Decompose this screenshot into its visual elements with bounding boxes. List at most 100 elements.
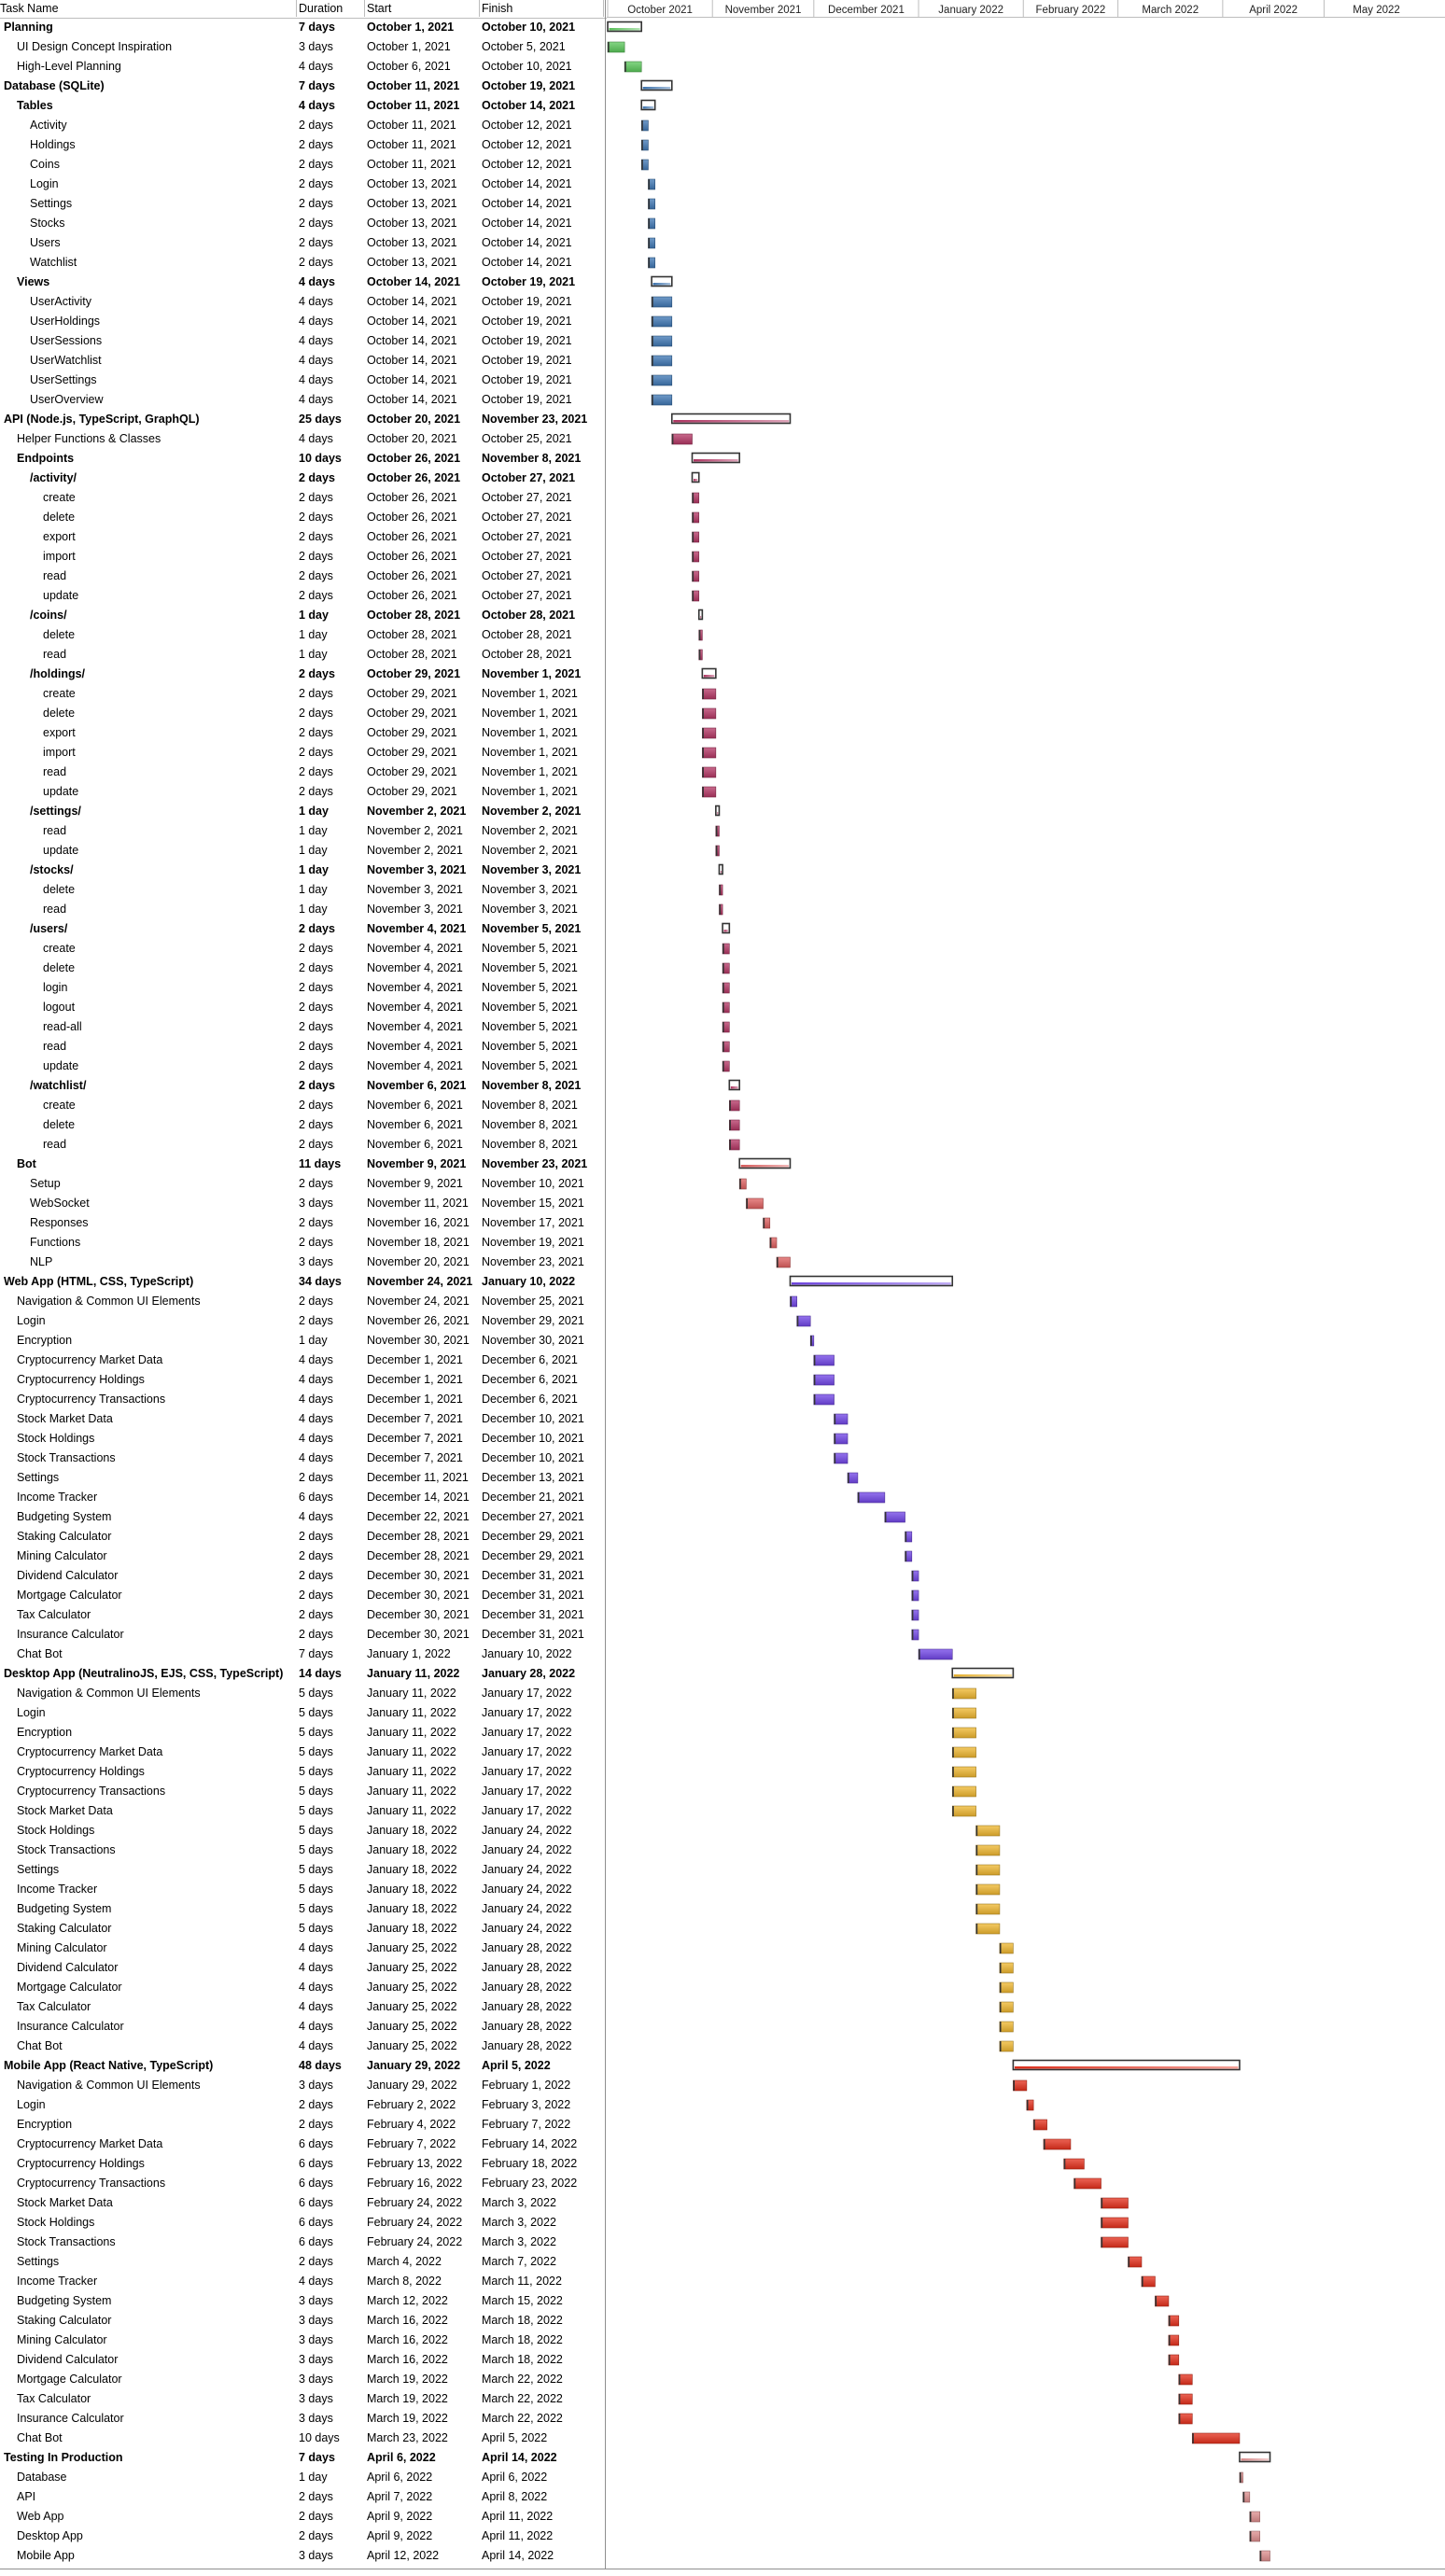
table-row[interactable]: Cryptocurrency Transactions 4 days Decembe… [0,1390,607,1409]
table-row[interactable]: Tables 4 days October 11, 2021 October 14, … [0,96,607,116]
table-row[interactable]: Login 5 days January 11, 2022 January 17, 2… [0,1703,607,1723]
table-row[interactable]: delete 2 days November 6, 2021 November 8, … [0,1115,607,1135]
table-row[interactable]: Stock Transactions 5 days January 18, 2022… [0,1841,607,1860]
table-row[interactable]: Settings 2 days October 13, 2021 October 14… [0,194,607,214]
table-row[interactable]: Staking Calculator 3 days March 16, 2022 Ma… [0,2311,607,2331]
table-row[interactable]: Functions 2 days November 18, 2021 November… [0,1233,607,1253]
table-row[interactable]: Chat Bot 4 days January 25, 2022 January 28… [0,2037,607,2056]
table-row[interactable]: Testing In Production 7 days April 6, 2022… [0,2448,607,2468]
header-duration[interactable]: Duration [299,0,365,17]
table-row[interactable]: Budgeting System 3 days March 12, 2022 Marc… [0,2291,607,2311]
table-row[interactable]: Settings 2 days December 11, 2021 December … [0,1468,607,1488]
table-row[interactable]: Coins 2 days October 11, 2021 October 12, 2… [0,155,607,175]
table-row[interactable]: Login 2 days February 2, 2022 February 3, 2… [0,2095,607,2115]
table-row[interactable]: Endpoints 10 days October 26, 2021 November… [0,449,607,469]
table-row[interactable]: UserWatchlist 4 days October 14, 2021 Octob… [0,351,607,371]
table-row[interactable]: Stocks 2 days October 13, 2021 October 14, … [0,214,607,233]
table-row[interactable]: Web App 2 days April 9, 2022 April 11, 2022 [0,2507,607,2527]
table-row[interactable]: update 2 days November 4, 2021 November 5, … [0,1057,607,1076]
table-row[interactable]: Login 2 days November 26, 2021 November 29,… [0,1311,607,1331]
table-row[interactable]: API 2 days April 7, 2022 April 8, 2022 [0,2487,607,2507]
table-row[interactable]: Helper Functions & Classes 4 days October … [0,429,607,449]
table-row[interactable]: Navigation & Common UI Elements 5 days Jan… [0,1684,607,1703]
table-row[interactable]: /activity/2 days October 26, 2021 October … [0,469,607,488]
table-row[interactable]: NLP 3 days November 20, 2021 November 23, 2… [0,1253,607,1272]
table-row[interactable]: Cryptocurrency Transactions 5 days January… [0,1782,607,1801]
table-row[interactable]: read 1 day November 3, 2021 November 3, 202… [0,900,607,919]
table-row[interactable]: UserSessions 4 days October 14, 2021 Octobe… [0,331,607,351]
table-row[interactable]: Responses 2 days November 16, 2021 November… [0,1213,607,1233]
table-row[interactable]: UserSettings 4 days October 14, 2021 Octobe… [0,371,607,390]
table-row[interactable]: Cryptocurrency Transactions 6 days Februar… [0,2174,607,2193]
table-row[interactable]: Web App (HTML, CSS, TypeScript) 34 days No… [0,1272,607,1292]
table-row[interactable]: Navigation & Common UI Elements 3 days Jan… [0,2076,607,2095]
table-row[interactable]: Tax Calculator 4 days January 25, 2022 Janu… [0,1997,607,2017]
table-row[interactable]: /watchlist/2 days November 6, 2021 Novembe… [0,1076,607,1096]
table-row[interactable]: Cryptocurrency Holdings 6 days February 13… [0,2154,607,2174]
table-row[interactable]: /settings/1 day November 2, 2021 November … [0,802,607,821]
table-row[interactable]: Database 1 day April 6, 2022 April 6, 2022 [0,2468,607,2487]
table-row[interactable]: Cryptocurrency Market Data 4 days December… [0,1351,607,1370]
table-row[interactable]: Stock Transactions 4 days December 7, 2021… [0,1449,607,1468]
table-row[interactable]: Encryption 5 days January 11, 2022 January … [0,1723,607,1743]
table-row[interactable]: read 2 days November 6, 2021 November 8, 20… [0,1135,607,1155]
table-row[interactable]: Tax Calculator 3 days March 19, 2022 March … [0,2389,607,2409]
table-row[interactable]: update 1 day November 2, 2021 November 2, 2… [0,841,607,861]
grid-divider[interactable] [605,0,606,2569]
table-row[interactable]: Insurance Calculator 4 days January 25, 20… [0,2017,607,2037]
table-row[interactable]: Encryption 1 day November 30, 2021 November… [0,1331,607,1351]
table-row[interactable]: Stock Holdings 4 days December 7, 2021 Dece… [0,1429,607,1449]
table-row[interactable]: /coins/1 day October 28, 2021 October 28, … [0,606,607,625]
table-row[interactable]: UI Design Concept Inspiration 3 days Octob… [0,37,607,57]
table-row[interactable]: read 1 day October 28, 2021 October 28, 202… [0,645,607,665]
table-row[interactable]: read 2 days October 26, 2021 October 27, 20… [0,567,607,586]
table-row[interactable]: export 2 days October 29, 2021 November 1, … [0,723,607,743]
table-row[interactable]: Stock Transactions 6 days February 24, 202… [0,2233,607,2252]
table-row[interactable]: export 2 days October 26, 2021 October 27, … [0,527,607,547]
table-row[interactable]: login 2 days November 4, 2021 November 5, 2… [0,978,607,998]
table-row[interactable]: delete 2 days October 26, 2021 October 27, … [0,508,607,527]
table-row[interactable]: delete 2 days November 4, 2021 November 5, … [0,959,607,978]
table-row[interactable]: Stock Holdings 5 days January 18, 2022 Janu… [0,1821,607,1841]
table-row[interactable]: read 2 days November 4, 2021 November 5, 20… [0,1037,607,1057]
table-row[interactable]: Mining Calculator 3 days March 16, 2022 Mar… [0,2331,607,2350]
table-row[interactable]: Cryptocurrency Holdings 4 days December 1,… [0,1370,607,1390]
table-row[interactable]: Mortgage Calculator 4 days January 25, 202… [0,1978,607,1997]
table-row[interactable]: Setup 2 days November 9, 2021 November 10, … [0,1174,607,1194]
table-row[interactable]: Mobile App 3 days April 12, 2022 April 14, … [0,2546,607,2566]
table-row[interactable]: delete 1 day November 3, 2021 November 3, 2… [0,880,607,900]
table-row[interactable]: Login 2 days October 13, 2021 October 14, 2… [0,175,607,194]
table-row[interactable]: create 2 days October 29, 2021 November 1, … [0,684,607,704]
table-row[interactable]: read 2 days October 29, 2021 November 1, 20… [0,763,607,782]
header-task-name[interactable]: Task Name [0,0,297,17]
table-row[interactable]: Dividend Calculator 4 days January 25, 202… [0,1958,607,1978]
header-finish[interactable]: Finish [482,0,604,17]
table-row[interactable]: Watchlist 2 days October 13, 2021 October 1… [0,253,607,273]
header-start[interactable]: Start [367,0,480,17]
table-row[interactable]: logout 2 days November 4, 2021 November 5, … [0,998,607,1017]
table-row[interactable]: Desktop App (NeutralinoJS, EJS, CSS, Typ… [0,1664,607,1684]
table-row[interactable]: Income Tracker 4 days March 8, 2022 March 1… [0,2272,607,2291]
table-row[interactable]: /holdings/2 days October 29, 2021 November… [0,665,607,684]
table-row[interactable]: Users 2 days October 13, 2021 October 14, 2… [0,233,607,253]
table-row[interactable]: Stock Market Data 4 days December 7, 2021 D… [0,1409,607,1429]
table-row[interactable]: Desktop App 2 days April 9, 2022 April 11, … [0,2527,607,2546]
table-row[interactable]: read-all 2 days November 4, 2021 November 5… [0,1017,607,1037]
table-row[interactable]: Tax Calculator 2 days December 30, 2021 Dec… [0,1605,607,1625]
table-row[interactable]: API (Node.js, TypeScript, GraphQL) 25 day… [0,410,607,429]
table-row[interactable]: Stock Market Data 5 days January 11, 2022 J… [0,1801,607,1821]
table-row[interactable]: import 2 days October 29, 2021 November 1, … [0,743,607,763]
table-row[interactable]: create 2 days November 6, 2021 November 8, … [0,1096,607,1115]
table-row[interactable]: import 2 days October 26, 2021 October 27, … [0,547,607,567]
table-row[interactable]: Cryptocurrency Market Data 6 days February… [0,2135,607,2154]
table-row[interactable]: Cryptocurrency Market Data 5 days January … [0,1743,607,1762]
table-row[interactable]: delete 1 day October 28, 2021 October 28, 2… [0,625,607,645]
table-row[interactable]: Mobile App (React Native, TypeScript) 48 … [0,2056,607,2076]
table-row[interactable]: High-Level Planning 4 days October 6, 2021… [0,57,607,77]
table-row[interactable]: /users/2 days November 4, 2021 November 5,… [0,919,607,939]
table-row[interactable]: Cryptocurrency Holdings 5 days January 11,… [0,1762,607,1782]
table-row[interactable]: Mining Calculator 4 days January 25, 2022 J… [0,1939,607,1958]
table-row[interactable]: Insurance Calculator 2 days December 30, 2… [0,1625,607,1645]
table-row[interactable]: Views 4 days October 14, 2021 October 19, 2… [0,273,607,292]
table-row[interactable]: Encryption 2 days February 4, 2022 February… [0,2115,607,2135]
